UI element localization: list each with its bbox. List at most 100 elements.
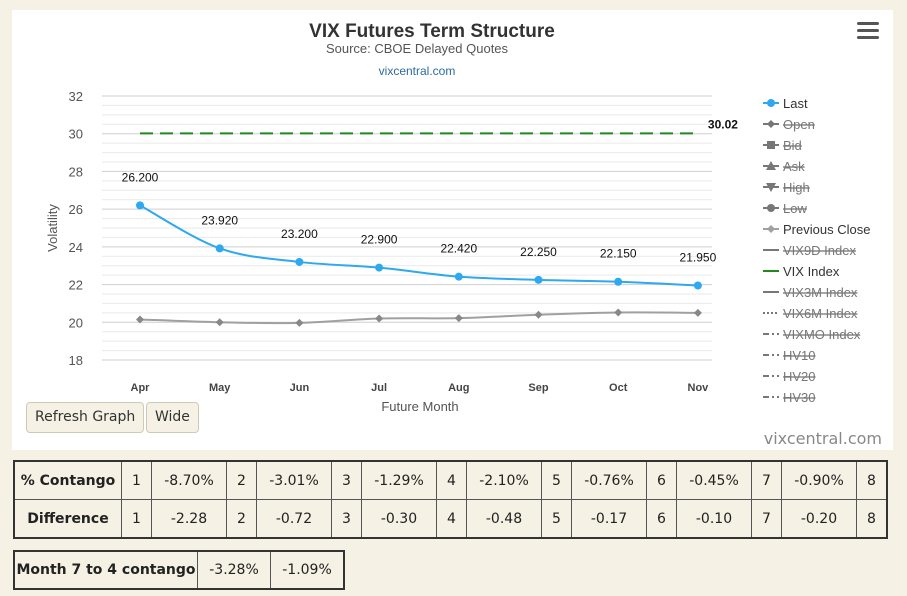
- chart-subtitle: Source: CBOE Delayed Quotes: [326, 41, 509, 56]
- legend-marker: [767, 225, 775, 233]
- stats-month-index: 1: [121, 460, 152, 500]
- x-tick-label: Oct: [609, 382, 628, 394]
- chart-title: VIX Futures Term Structure: [309, 21, 555, 42]
- legend-marker: [766, 183, 776, 192]
- stats-month-index: 7: [751, 499, 782, 539]
- legend-item-hv20[interactable]: HV20: [783, 369, 816, 384]
- last-data-label: 22.900: [361, 233, 398, 247]
- previous-close-point: [614, 308, 623, 317]
- previous-close-point: [375, 314, 384, 323]
- x-tick-label: Apr: [131, 382, 151, 394]
- stats-month-index: 3: [331, 499, 362, 539]
- stats-value: -0.30: [361, 499, 437, 539]
- contango-value-2: -1.09%: [270, 550, 345, 590]
- chart-card: VIX Futures Term Structure Source: CBOE D…: [12, 10, 893, 450]
- legend-marker: [767, 120, 775, 128]
- stats-table: % Contango 1 -8.70% 2 -3.01% 3 -1.29% 4 -2.10% 5-…: [13, 460, 888, 539]
- legend-item-vix-index[interactable]: VIX Index: [783, 264, 840, 279]
- stats-month-index: 2: [226, 499, 257, 539]
- stats-value: -0.20: [781, 499, 857, 539]
- legend-item-vix9d-index[interactable]: VIX9D Index: [783, 243, 856, 258]
- stats-value: -0.45%: [676, 460, 752, 500]
- vix-index-value-label: 30.02: [708, 117, 738, 131]
- previous-close-point: [534, 310, 543, 319]
- stats-month-index: 8: [856, 499, 888, 539]
- stats-value: -0.17: [571, 499, 647, 539]
- last-data-label: 23.920: [201, 213, 238, 227]
- stats-value: -2.28: [151, 499, 227, 539]
- y-tick-label: 24: [69, 240, 83, 255]
- x-tick-label: Jul: [371, 382, 387, 394]
- previous-close-point: [295, 318, 304, 327]
- previous-close-point: [215, 318, 224, 327]
- stats-month-index: 3: [331, 460, 362, 500]
- x-tick-label: Jun: [290, 382, 310, 394]
- x-axis-label: Future Month: [381, 399, 458, 414]
- stats-value: -0.76%: [571, 460, 647, 500]
- contango-summary-table: Month 7 to 4 contango -3.28% -1.09%: [13, 550, 345, 590]
- previous-close-point: [136, 315, 144, 324]
- y-tick-label: 28: [69, 164, 83, 179]
- stats-month-index: 8: [856, 460, 888, 500]
- stats-row-label: % Contango: [13, 460, 122, 500]
- brand-watermark: vixcentral.com: [763, 429, 882, 448]
- x-tick-label: Nov: [688, 382, 710, 394]
- legend-item-previous-close[interactable]: Previous Close: [783, 222, 870, 237]
- stats-row: % Contango 1 -8.70% 2 -3.01% 3 -1.29% 4 -2.10% 5-…: [13, 460, 888, 500]
- legend-marker: [767, 99, 775, 107]
- y-tick-label: 18: [69, 353, 83, 368]
- stats-value: -2.10%: [466, 460, 542, 500]
- legend-marker: [767, 204, 775, 212]
- legend-item-vix6m-index[interactable]: VIX6M Index: [783, 306, 858, 321]
- legend-item-hv10[interactable]: HV10: [783, 348, 816, 363]
- legend-marker: [766, 161, 776, 170]
- legend-item-vixmo-index[interactable]: VIXMO Index: [783, 327, 861, 342]
- last-point: [215, 244, 224, 253]
- stats-month-index: 1: [121, 499, 152, 539]
- last-point: [454, 272, 463, 281]
- stats-value: -0.90%: [781, 460, 857, 500]
- legend-item-bid[interactable]: Bid: [783, 138, 802, 153]
- legend-item-high[interactable]: High: [783, 180, 810, 195]
- legend-item-open[interactable]: Open: [783, 117, 815, 132]
- series-line-previous-close: [139, 311, 698, 325]
- stats-row-label: Difference: [13, 499, 122, 539]
- x-tick-label: May: [209, 382, 231, 394]
- stats-value: -3.01%: [256, 460, 332, 500]
- last-data-label: 23.200: [281, 227, 318, 241]
- y-tick-label: 30: [69, 127, 83, 142]
- stats-month-index: 5: [541, 499, 572, 539]
- y-tick-label: 32: [69, 89, 83, 104]
- last-point: [375, 263, 384, 272]
- last-data-label: 22.250: [520, 245, 557, 259]
- previous-close-point: [693, 308, 702, 317]
- refresh-graph-button[interactable]: Refresh Graph: [26, 402, 145, 433]
- contango-row: Month 7 to 4 contango -3.28% -1.09%: [13, 550, 345, 590]
- contango-value-1: -3.28%: [197, 550, 271, 590]
- previous-close-point: [454, 314, 463, 323]
- legend-marker: [767, 141, 775, 149]
- legend-item-low[interactable]: Low: [783, 201, 807, 216]
- legend-item-vix3m-index[interactable]: VIX3M Index: [783, 285, 858, 300]
- stats-value: -0.48: [466, 499, 542, 539]
- stats-row: Difference 1 -2.28 2 -0.72 3 -0.30 4 -0.48 5 -0.17…: [13, 499, 888, 539]
- wide-button[interactable]: Wide: [146, 402, 199, 433]
- y-tick-label: 26: [69, 202, 83, 217]
- x-tick-label: Sep: [528, 382, 548, 394]
- last-data-label: 21.950: [680, 251, 717, 265]
- last-point: [693, 281, 702, 290]
- hamburger-menu-icon[interactable]: [857, 22, 879, 42]
- stats-month-index: 4: [436, 460, 467, 500]
- x-tick-label: Aug: [448, 382, 469, 394]
- legend-item-last[interactable]: Last: [783, 96, 808, 111]
- legend-item-hv30[interactable]: HV30: [783, 390, 816, 405]
- contango-label: Month 7 to 4 contango: [13, 550, 198, 590]
- legend-item-ask[interactable]: Ask: [783, 159, 805, 174]
- stats-value: -0.72: [256, 499, 332, 539]
- last-data-label: 26.200: [122, 170, 159, 184]
- stats-month-index: 5: [541, 460, 572, 500]
- last-point: [136, 201, 144, 210]
- chart-credit-link: vixcentral.com: [379, 64, 456, 78]
- stats-month-index: 4: [436, 499, 467, 539]
